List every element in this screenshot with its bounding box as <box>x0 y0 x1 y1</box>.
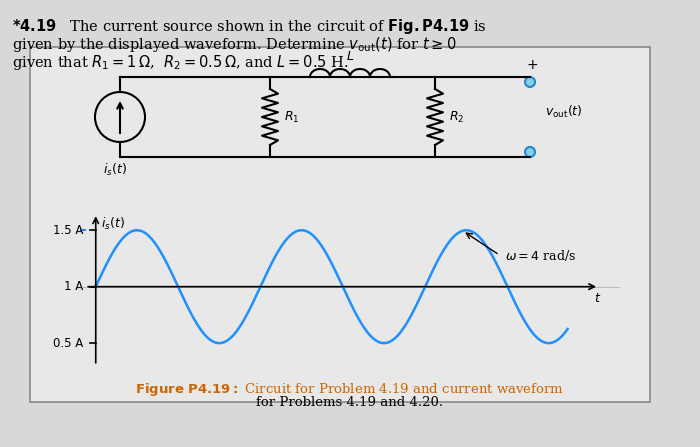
Text: $L$: $L$ <box>346 50 354 63</box>
Text: $R_1$: $R_1$ <box>284 110 300 125</box>
Text: 0.5 A: 0.5 A <box>53 337 83 350</box>
Text: $t$: $t$ <box>594 292 601 305</box>
Text: $i_s(t)$: $i_s(t)$ <box>101 215 125 232</box>
FancyBboxPatch shape <box>30 47 650 402</box>
Text: $R_2$: $R_2$ <box>449 110 464 125</box>
Text: given by the displayed waveform. Determine $v_{\mathrm{out}}(t)$ for $t \geq 0$: given by the displayed waveform. Determi… <box>12 35 456 54</box>
Text: 1.5 A: 1.5 A <box>52 224 83 237</box>
Text: $\omega = 4$ rad/s: $\omega = 4$ rad/s <box>505 248 576 262</box>
Text: 1 A: 1 A <box>64 280 83 293</box>
Text: for Problems 4.19 and 4.20.: for Problems 4.19 and 4.20. <box>256 396 444 409</box>
Text: +: + <box>526 58 538 72</box>
Text: $\mathbf{Figure\ P4.19:}$ Circuit for Problem 4.19 and current waveform: $\mathbf{Figure\ P4.19:}$ Circuit for Pr… <box>135 380 565 397</box>
Text: $\mathbf{*4.19}$   The current source shown in the circuit of $\mathbf{Fig. P4.1: $\mathbf{*4.19}$ The current source show… <box>12 17 486 36</box>
Text: $i_s(t)$: $i_s(t)$ <box>103 162 127 178</box>
Circle shape <box>525 147 535 157</box>
Text: $v_{\mathrm{out}}(t)$: $v_{\mathrm{out}}(t)$ <box>545 104 582 120</box>
Circle shape <box>525 77 535 87</box>
Text: given that $R_1 = 1\,\Omega$,  $R_2 = 0.5\,\Omega$, and $L = 0.5$ H.: given that $R_1 = 1\,\Omega$, $R_2 = 0.5… <box>12 53 349 72</box>
